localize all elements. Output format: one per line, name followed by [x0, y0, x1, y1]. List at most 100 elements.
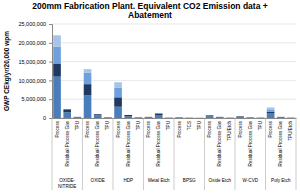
bar: [277, 116, 285, 117]
group-label: BPSG: [183, 178, 196, 183]
bar: [257, 117, 265, 118]
y-tick-mark: [49, 43, 52, 44]
bar: [94, 114, 102, 115]
group-label: Oxide Etch: [209, 178, 232, 183]
background: [0, 0, 300, 196]
bar: [63, 109, 71, 110]
group-separator: [143, 118, 144, 190]
bar: [236, 116, 244, 117]
group-separator: [296, 118, 297, 190]
x-tick: Residual Process Gas: [95, 118, 100, 166]
y-tick-label: 10,000,000: [18, 78, 46, 84]
bar: [287, 117, 295, 118]
bar: [226, 117, 234, 118]
bar: [104, 117, 112, 118]
x-tick-label: TPU: [197, 121, 202, 130]
bar: [135, 117, 143, 118]
x-tick: TPU: [166, 118, 171, 130]
x-tick-label: Process: [55, 120, 60, 137]
bar: [226, 117, 234, 118]
bar: [135, 117, 143, 118]
bar: [277, 116, 285, 117]
group-separator: [204, 118, 205, 190]
bar: [104, 117, 112, 118]
y-tick-label: 5,000,000: [22, 96, 46, 102]
bar: [206, 115, 214, 116]
bar: [135, 117, 143, 118]
group-separator: [112, 118, 113, 190]
bar: [206, 115, 214, 116]
bar: [257, 117, 265, 118]
x-tick: TPU/Etch: [227, 118, 232, 141]
y-tick-label: 0: [43, 115, 46, 121]
bar: [114, 88, 122, 97]
x-tick-label: TPU: [166, 121, 171, 130]
bar: [267, 107, 275, 109]
series: [53, 47, 274, 112]
y-tick-mark: [49, 24, 52, 25]
bar: [145, 116, 153, 117]
x-tick: Residual Process Gas: [65, 118, 70, 166]
bar: [236, 116, 244, 118]
x-tick: TPU: [136, 118, 141, 130]
bar: [94, 114, 102, 115]
x-tick: TPU: [75, 118, 80, 130]
x-tick-label: Residual Process Gas: [65, 120, 70, 166]
bar: [236, 116, 244, 117]
bar: [84, 84, 92, 95]
bar: [196, 117, 204, 118]
x-tick: TCS: [187, 118, 192, 130]
bar: [74, 116, 82, 117]
bar: [185, 117, 193, 118]
bar: [216, 116, 224, 117]
x-tick: Residual Process Gas: [248, 118, 253, 166]
y-tick: 25,000,000: [18, 21, 52, 27]
bar: [287, 117, 295, 118]
x-tick: Residual Process Gas: [217, 118, 222, 166]
bar: [196, 117, 204, 118]
x-tick: Process: [116, 118, 121, 138]
bar: [175, 117, 183, 118]
bar: [114, 82, 122, 88]
x-tick: TPU/Etch: [288, 118, 293, 141]
bar: [145, 116, 153, 117]
bar: [124, 114, 132, 115]
group-label: HDP: [123, 178, 133, 183]
bar: [104, 117, 112, 118]
grid-line: [52, 61, 296, 62]
bar: [84, 69, 92, 73]
bar: [206, 115, 214, 117]
bar: [145, 117, 153, 118]
x-tick-label: Process: [268, 120, 273, 137]
bar: [226, 117, 234, 118]
y-axis-title: GWP CEkg/yr/20,000 wpm: [3, 31, 11, 111]
bar: [246, 117, 254, 118]
y-tick-label: 20,000,000: [18, 40, 46, 46]
bar: [145, 116, 153, 117]
bar: [216, 116, 224, 117]
x-tick: Residual Process Gas: [156, 118, 161, 166]
bar: [196, 117, 204, 118]
bar: [74, 116, 82, 117]
bar: [84, 73, 92, 84]
bar: [277, 116, 285, 117]
x-tick-label: TCS: [187, 121, 192, 130]
x-tick-label: TPU/Etch: [288, 121, 293, 141]
x-tick-label: Process: [177, 120, 182, 137]
bar: [124, 116, 132, 118]
bar: [63, 109, 71, 110]
x-axis-line: [53, 118, 297, 119]
x-tick-label: Process: [85, 120, 90, 137]
x-tick-label: Residual Process Gas: [217, 120, 222, 166]
bar: [53, 35, 61, 46]
x-tick: Residual Process Gas: [278, 118, 283, 166]
bar: [185, 117, 193, 118]
bar: [185, 117, 193, 118]
bar: [236, 116, 244, 117]
x-tick: Process: [146, 118, 151, 138]
bar: [94, 114, 102, 115]
group-separators: [52, 118, 296, 190]
x-tick-label: Residual Process Gas: [156, 120, 161, 166]
y-tick: 15,000,000: [18, 59, 52, 65]
bar: [53, 47, 61, 64]
